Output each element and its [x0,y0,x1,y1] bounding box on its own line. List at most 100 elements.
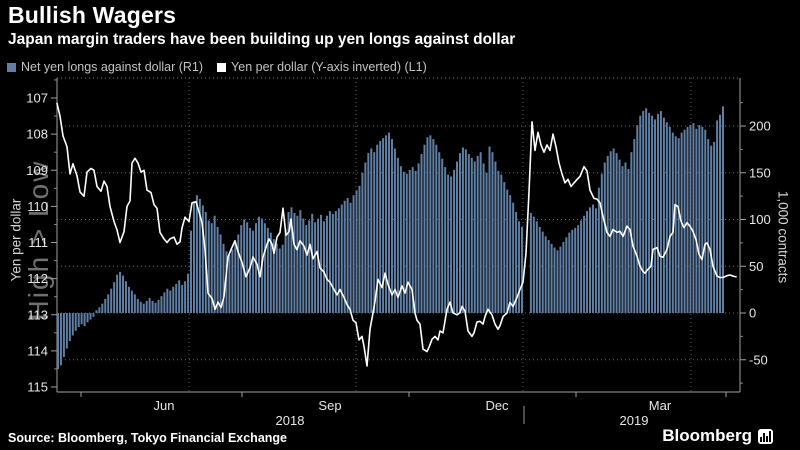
left-axis-tick-label: 113 [27,307,48,322]
legend-item-yen-per-dollar: Yen per dollar (Y-axis inverted) (L1) [217,60,427,74]
bar [662,117,665,313]
bar [57,313,59,370]
bar [461,147,464,313]
bar [630,152,633,313]
bar [89,313,92,320]
bar [600,173,603,313]
bar [266,227,269,313]
bar [535,221,538,313]
bar [240,225,243,313]
bar [639,115,642,314]
right-axis-tick-label: 100 [749,212,771,227]
year-label: 2019 [620,413,649,428]
bar [325,215,328,313]
bar [284,228,287,313]
bloomberg-terminal-icon [758,428,773,444]
bar [116,274,119,313]
bar [405,173,408,313]
bar [370,148,373,313]
bar [98,307,101,313]
bar [68,313,71,342]
bar [710,145,713,313]
bar [488,146,491,313]
bar [388,132,391,313]
bar [692,123,695,313]
bar [594,208,597,313]
bar [438,152,441,313]
bar [249,227,252,313]
bar [447,174,450,313]
bar [361,172,364,313]
bar [124,281,127,313]
bar [571,229,574,313]
bar [544,236,547,313]
bar [671,132,674,313]
bar [269,232,272,313]
bar [367,153,370,313]
bar [376,144,379,313]
bar [618,159,621,313]
bar [216,226,219,313]
legend-label: Net yen longs against dollar (R1) [21,60,204,74]
bar [198,198,201,313]
bar [426,137,429,313]
bar [110,288,113,313]
bar [583,215,586,313]
bar [210,223,213,313]
bar [654,119,657,313]
bar [302,218,305,313]
bar [263,223,266,313]
bar [127,286,130,313]
bar [591,204,594,313]
bar [689,125,692,313]
bar [187,273,190,313]
bar [157,299,160,313]
bar [538,226,541,313]
bar [521,226,524,313]
bar [328,211,331,313]
bar [181,284,184,313]
bar [358,185,361,313]
bar [314,222,317,313]
bar [568,232,571,313]
bar [311,213,314,313]
bar [456,161,458,313]
bloomberg-logo: Bloomberg [662,426,773,446]
bar [603,162,606,313]
bar [665,122,668,313]
bar [485,172,488,313]
bar [704,129,707,313]
bar [648,112,651,313]
bar [518,221,521,313]
bar [228,255,231,313]
bar [92,313,95,317]
bar [577,225,580,313]
bar [62,313,65,357]
bar [719,114,722,313]
month-label: Mar [649,398,672,413]
bar [659,111,662,313]
bar [621,166,624,313]
bar [163,292,166,313]
bar [296,215,299,313]
bar [133,294,136,313]
bar [243,219,246,313]
bar [201,205,204,313]
bar [166,288,169,313]
bar [458,153,461,313]
legend: Net yen longs against dollar (R1) Yen pe… [7,60,427,74]
page-title: Bullish Wagers [8,2,177,28]
bar [497,170,500,313]
bar [399,166,402,313]
bar [450,176,453,313]
bar [509,195,512,313]
bar [287,212,290,313]
bar [441,158,444,313]
bar [414,170,417,313]
bar [323,221,325,313]
bar [154,302,157,313]
bar [107,294,110,313]
source-text: Source: Bloomberg, Tokyo Financial Excha… [8,431,287,445]
